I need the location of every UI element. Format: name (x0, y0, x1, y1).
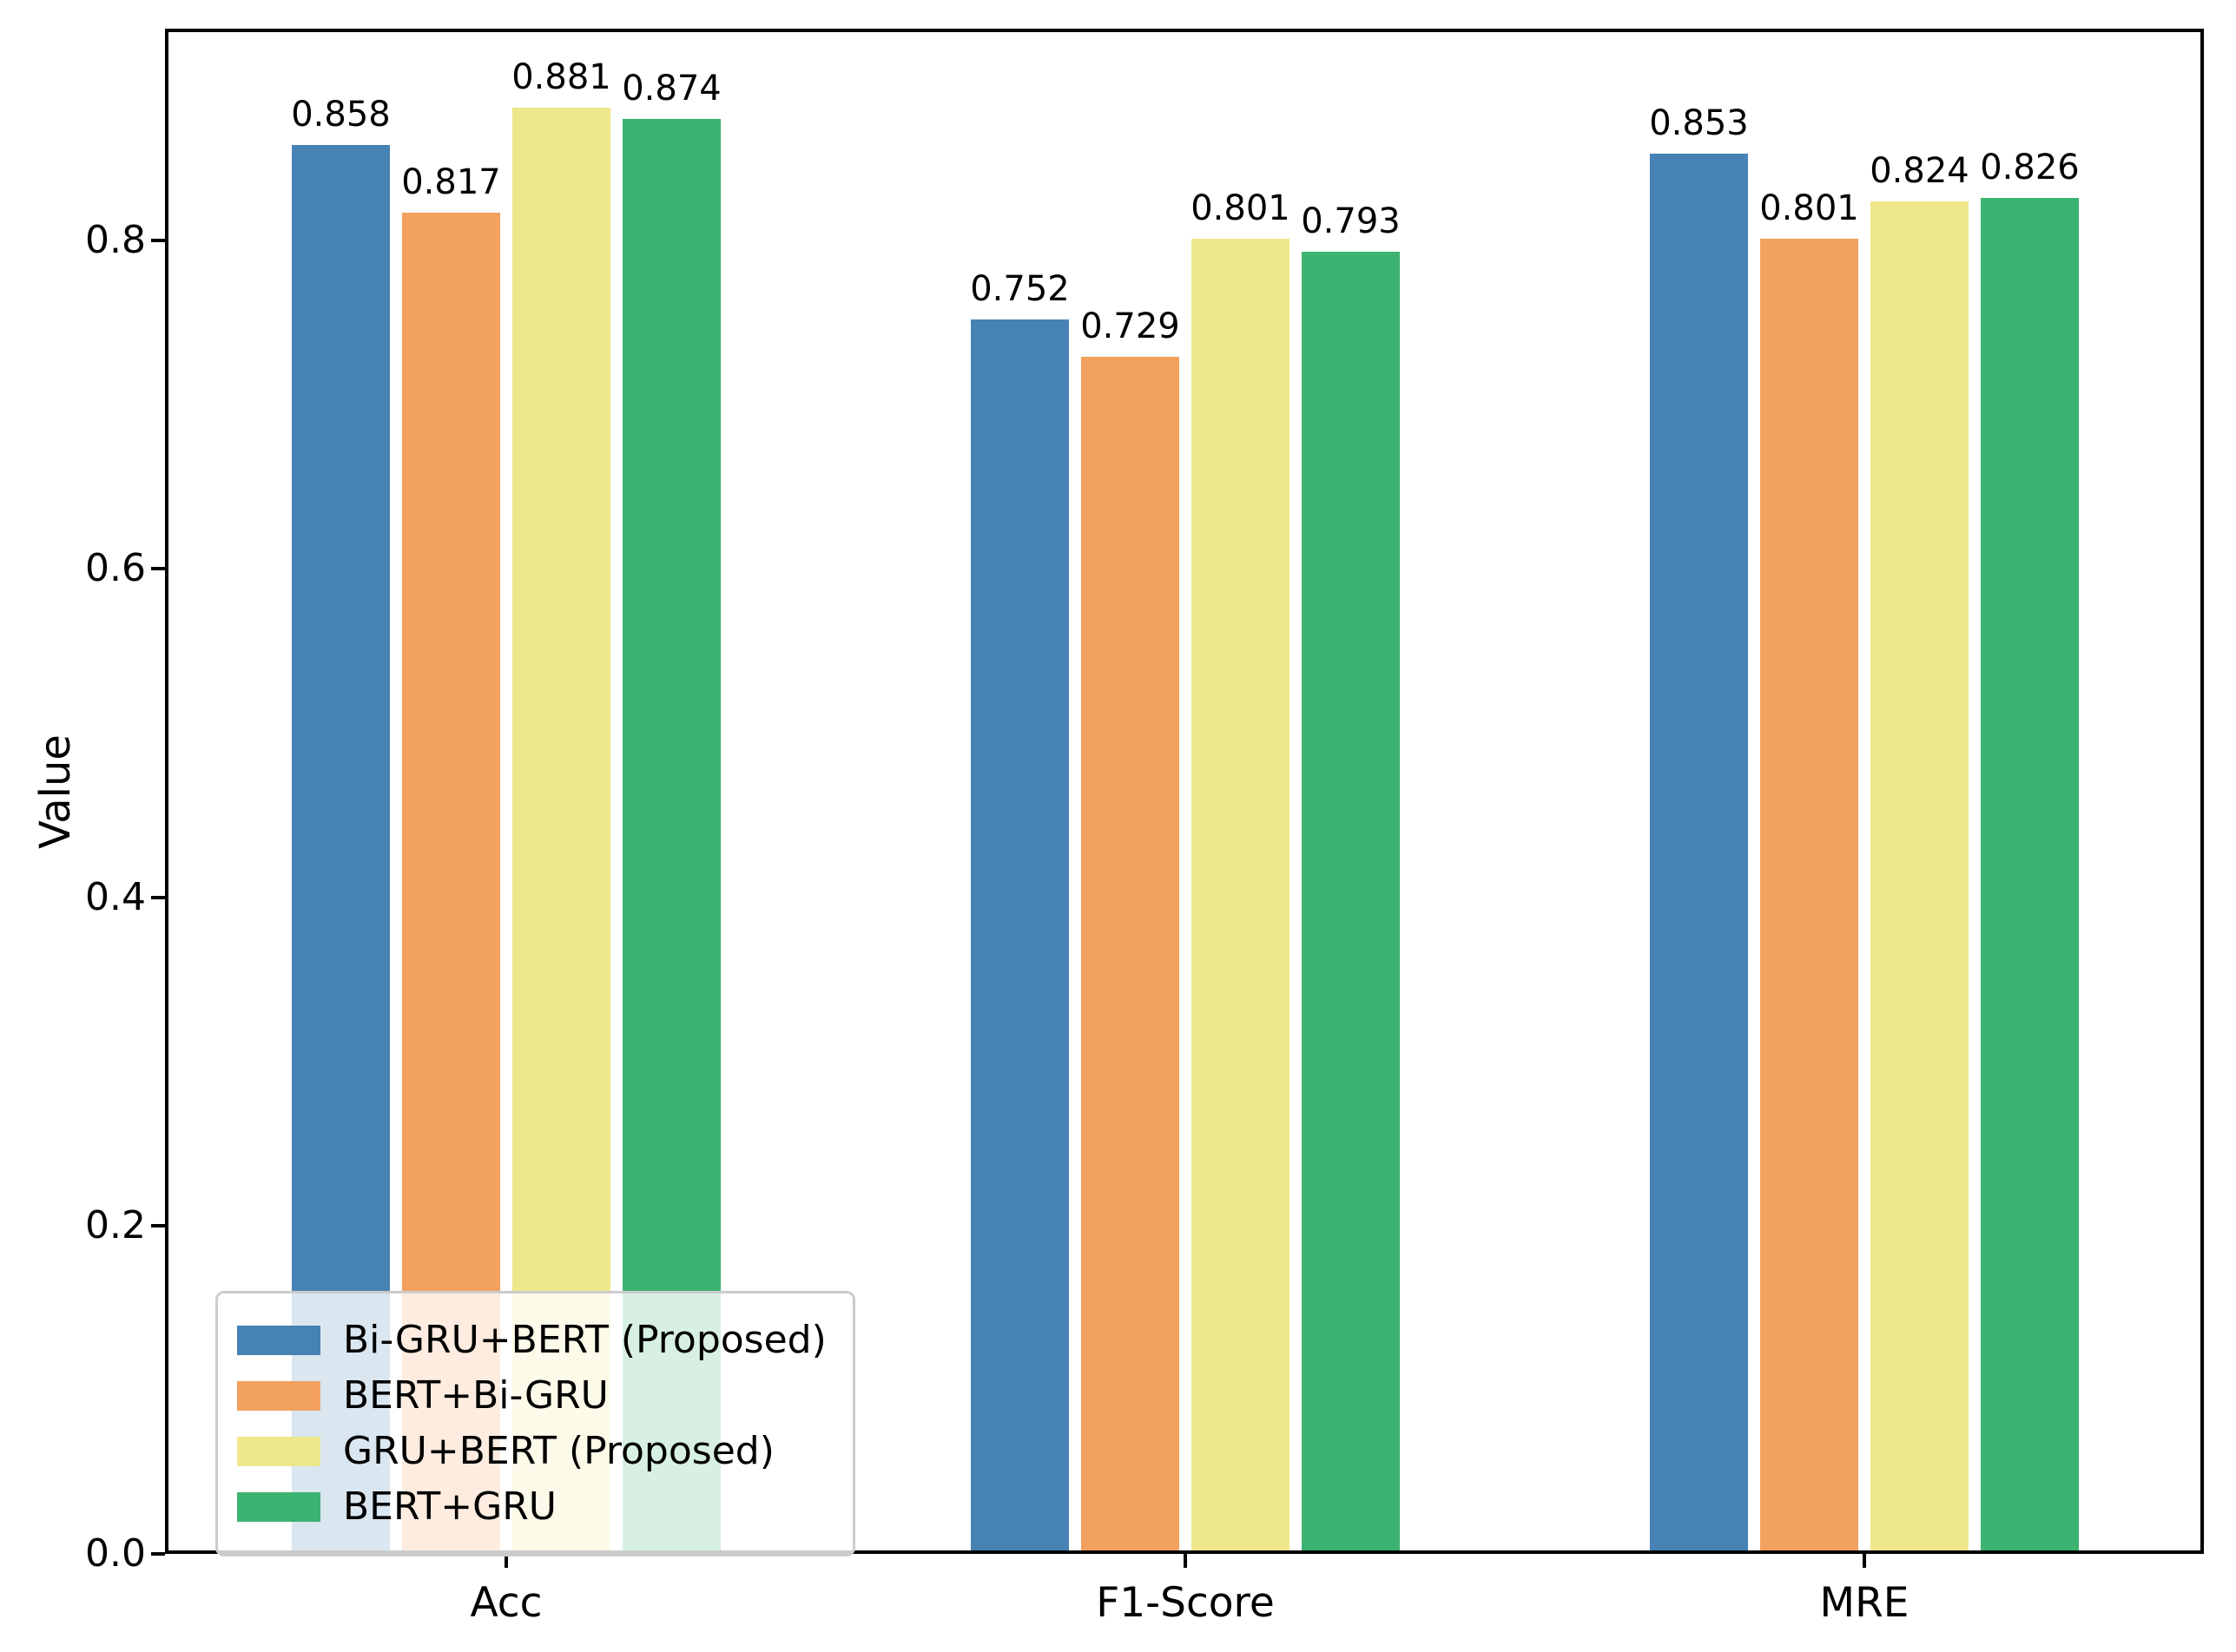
y-tick (151, 895, 165, 899)
bar-value-label: 0.826 (1980, 147, 2080, 188)
y-tick-label: 0.0 (85, 1531, 146, 1576)
legend-label: Bi-GRU+BERT (Proposed) (343, 1318, 827, 1362)
y-tick-label: 0.2 (85, 1202, 146, 1247)
bar-bert-bi-gru-f1-score (1081, 357, 1179, 1554)
bar-gru-bert-proposed-f1-score (1191, 239, 1289, 1554)
bar-bert-gru-f1-score (1302, 252, 1400, 1554)
bar-value-label: 0.729 (1080, 306, 1180, 347)
bar-value-label: 0.853 (1649, 102, 1749, 143)
bar-bi-gru-bert-proposed-f1-score (971, 319, 1069, 1554)
bar-value-label: 0.793 (1301, 201, 1401, 242)
y-tick (151, 1223, 165, 1227)
legend-swatch-icon (237, 1381, 320, 1411)
legend: Bi-GRU+BERT (Proposed) BERT+Bi-GRU GRU+BER… (215, 1291, 855, 1557)
legend-swatch-icon (237, 1492, 320, 1522)
x-tick (1863, 1554, 1866, 1568)
legend-item-gru-bert-proposed: GRU+BERT (Proposed) (237, 1429, 827, 1474)
x-tick-label-acc: Acc (470, 1579, 543, 1627)
bar-value-label: 0.881 (511, 56, 611, 97)
y-tick-label: 0.4 (85, 874, 146, 919)
bar-value-label: 0.801 (1759, 188, 1859, 229)
legend-label: BERT+Bi-GRU (343, 1373, 609, 1418)
y-tick-label: 0.8 (85, 218, 146, 263)
legend-item-bert-bi-gru: BERT+Bi-GRU (237, 1373, 827, 1418)
bar-value-label: 0.824 (1870, 150, 1969, 191)
bar-bert-bi-gru-mre (1760, 239, 1858, 1554)
bar-gru-bert-proposed-mre (1870, 201, 1969, 1554)
x-tick (1184, 1554, 1187, 1568)
x-tick (505, 1554, 508, 1568)
bar-value-label: 0.858 (291, 95, 391, 135)
x-tick-label-f1-score: F1-Score (1096, 1579, 1275, 1627)
bar-value-label: 0.817 (401, 161, 501, 202)
y-tick-label: 0.6 (85, 546, 146, 591)
legend-swatch-icon (237, 1326, 320, 1355)
x-tick-label-mre: MRE (1819, 1579, 1910, 1627)
bar-value-label: 0.752 (970, 268, 1070, 309)
y-axis-title: Value (31, 734, 80, 849)
legend-item-bi-gru-bert-proposed: Bi-GRU+BERT (Proposed) (237, 1318, 827, 1363)
bar-bi-gru-bert-proposed-mre (1650, 153, 1748, 1554)
y-tick (151, 1552, 165, 1556)
bar-bert-gru-mre (1981, 197, 2079, 1554)
legend-swatch-icon (237, 1437, 320, 1466)
y-tick (151, 239, 165, 243)
bar-value-label: 0.874 (622, 69, 722, 109)
legend-item-bert-gru: BERT+GRU (237, 1484, 827, 1530)
bar-value-label: 0.801 (1191, 188, 1290, 229)
y-tick (151, 567, 165, 571)
legend-label: BERT+GRU (343, 1484, 557, 1529)
legend-label: GRU+BERT (Proposed) (343, 1429, 775, 1473)
